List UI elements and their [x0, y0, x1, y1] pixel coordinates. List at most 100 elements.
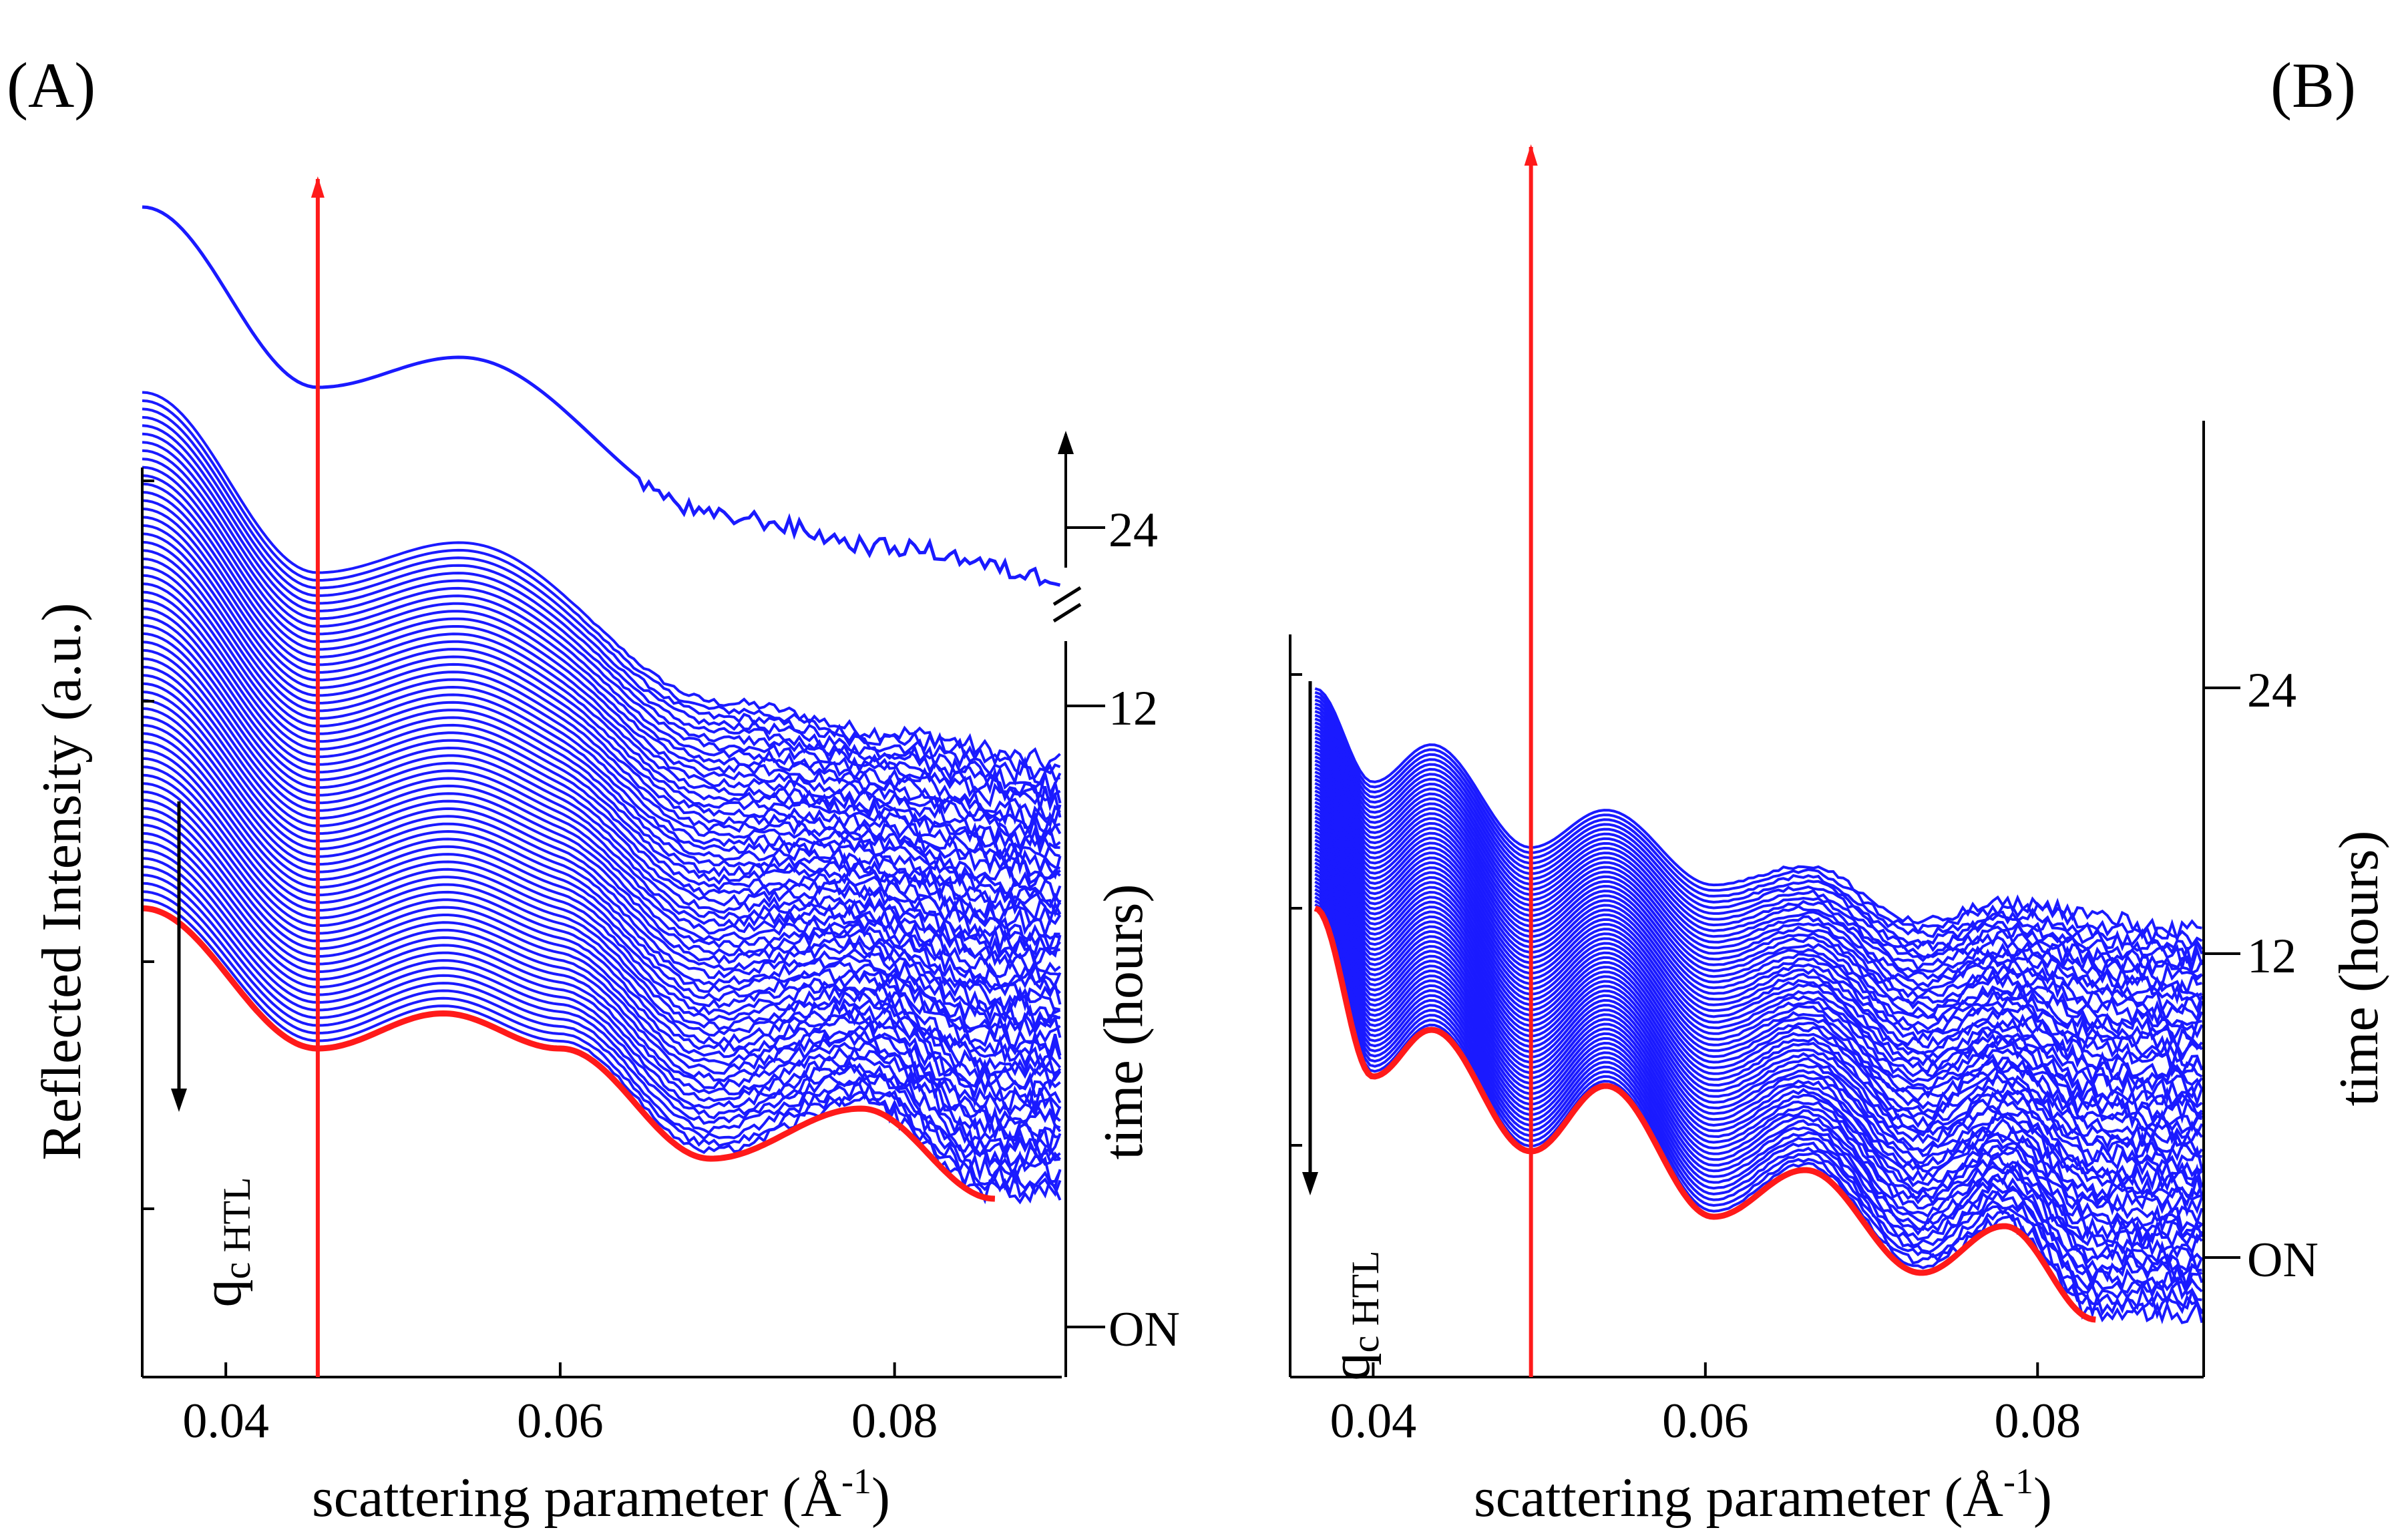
panel-a-curve-4: [142, 874, 1062, 1185]
panel-a-curve-59: [142, 415, 1062, 798]
panel-b-curve-25: [1314, 812, 2204, 1165]
panel-a-curve-54: [142, 457, 1061, 829]
panel-a-curve-6: [142, 857, 1061, 1169]
panel-b-curve-22: [1314, 823, 2204, 1185]
panel-b-curve-6: [1314, 884, 2203, 1292]
panel-a-curve-9: [142, 831, 1062, 1150]
panel-a-curve-1: [142, 898, 1062, 1205]
panel-b-curve-48: [1314, 725, 2204, 1014]
panel-a-curve-48: [142, 507, 1060, 875]
panel-b-curve-43: [1314, 744, 2202, 1045]
panel-b-curve-51: [1314, 713, 2202, 988]
panel-a-curve-20: [142, 740, 1062, 1071]
panel-b-curve-47: [1314, 729, 2204, 1015]
panel-a-xtick-label-2: 0.08: [851, 1394, 938, 1449]
panel-a-time-arrowhead: [171, 1089, 187, 1112]
panel-a-curve-39: [142, 582, 1062, 939]
panel-b-curve-50: [1314, 717, 2203, 994]
panel-b-curve-18: [1314, 839, 2203, 1211]
panel-b-curve-31: [1314, 789, 2203, 1124]
panel-a-curve-43: [142, 549, 1062, 909]
panel-b-curve-56: [1314, 695, 2204, 955]
panel-a-curve-14: [142, 790, 1062, 1112]
panel-a-curve-34: [142, 624, 1060, 967]
panel-b-y-ticks: [1290, 673, 1302, 1147]
panel-b-curve-35: [1314, 774, 2204, 1099]
panel-a-curve-62: [142, 391, 1061, 773]
panel-a-time-label-12: 12: [1109, 681, 1158, 736]
panel-a-curve-25: [142, 699, 1061, 1035]
panel-a-curve-initial: [142, 905, 996, 1202]
panel-b-curve-49: [1314, 721, 2203, 1005]
panel-a-curve-22: [142, 723, 1062, 1057]
panel-b: (B) 0.04 0.06 0.08 scattering parameter (Å…: [1289, 49, 2390, 1529]
panel-a-time-axis: 24 12 ON time (hours): [1052, 431, 1180, 1377]
panel-a-axis-break-2: [1052, 602, 1082, 623]
panel-b-time-label-24: 24: [2247, 663, 2296, 718]
panel-b-curve-58: [1314, 687, 2202, 944]
panel-a-time-label-24: 24: [1109, 503, 1158, 558]
panel-b-curve-36: [1314, 770, 2204, 1091]
panel-b-time-label-12: 12: [2247, 929, 2296, 984]
panel-b-curve-40: [1314, 755, 2202, 1063]
panel-a-xtick-label-1: 0.06: [517, 1394, 604, 1449]
panel-a-curve-58: [142, 424, 1062, 807]
panel-a-curve-13: [142, 799, 1062, 1123]
panel-b-xlabel: scattering parameter (Å-1): [1474, 1461, 2052, 1529]
panel-a-curves: [142, 205, 1062, 1205]
panel-a-label: (A): [7, 49, 95, 121]
panel-b-curve-33: [1314, 781, 2203, 1109]
panel-b-qc-arrowhead: [1524, 144, 1538, 166]
panel-b-curve-29: [1314, 797, 2203, 1135]
panel-b-xtick-label-2: 0.08: [1995, 1394, 2081, 1449]
panel-b-curve-26: [1314, 808, 2203, 1159]
panel-a-curve-56: [142, 441, 1062, 818]
panel-a-curve-30: [142, 657, 1061, 997]
panel-a-curve-53: [142, 465, 1062, 838]
panel-b-curve-4: [1314, 892, 2202, 1307]
panel-b-curve-37: [1314, 767, 2203, 1079]
panel-b-curve-27: [1314, 804, 2204, 1147]
panel-a-ylabel: Reflected Intensity (a.u.): [31, 603, 93, 1161]
panel-a-curve-26: [142, 691, 1060, 1031]
panel-a-qc-arrowhead: [311, 176, 325, 198]
panel-a-curve-17: [142, 765, 1062, 1091]
panel-a-curve-18: [142, 757, 1062, 1082]
panel-a-curve-51: [142, 482, 1061, 856]
panel-a-curve-36: [142, 607, 1062, 958]
panel-a-curve-29: [142, 665, 1062, 1005]
panel-b-time-title: time (hours): [2328, 831, 2390, 1107]
panel-a-curve-5: [142, 865, 1062, 1176]
panel-b-curve-57: [1314, 691, 2203, 948]
panel-a-curve-55: [142, 449, 1062, 825]
panel-a-curve-2: [142, 890, 1062, 1199]
panel-b-curve-46: [1314, 733, 2204, 1023]
panel-a-curve-35: [142, 615, 1062, 962]
panel-b-curve-34: [1314, 778, 2204, 1107]
panel-a-curve-47: [142, 516, 1062, 880]
panel-b-xtick-label-1: 0.06: [1662, 1394, 1749, 1449]
panel-b-curve-52: [1314, 710, 2203, 979]
panel-b-time-arrowhead: [1302, 1172, 1318, 1195]
panel-b-curve-1: [1314, 903, 2204, 1325]
panel-b-time-axis: 24 12 ON time (hours): [2202, 421, 2390, 1377]
panel-b-curve-9: [1314, 873, 2202, 1273]
panel-a-curve-12: [142, 807, 1061, 1127]
panel-a-curve-52: [142, 474, 1061, 847]
panel-b-curve-23: [1314, 819, 2203, 1178]
panel-b-curve-42: [1314, 747, 2204, 1052]
panel-a-y-ticks: [142, 480, 154, 1210]
panel-a-curve-8: [142, 840, 1062, 1157]
panel-b-curve-54: [1314, 702, 2204, 973]
panel-b-label: (B): [2270, 49, 2356, 121]
panel-b-curve-15: [1314, 850, 2203, 1234]
panel-b-curve-20: [1314, 831, 2204, 1198]
panel-a-curve-15: [142, 782, 1062, 1109]
panel-a-xlabel: scattering parameter (Å-1): [312, 1461, 890, 1529]
panel-a-curve-44: [142, 540, 1062, 904]
panel-b-curve-16: [1314, 846, 2204, 1226]
panel-b-xtick-label-0: 0.04: [1330, 1394, 1417, 1449]
panel-b-curve-8: [1314, 876, 2204, 1278]
panel-b-curves: [1314, 687, 2204, 1325]
